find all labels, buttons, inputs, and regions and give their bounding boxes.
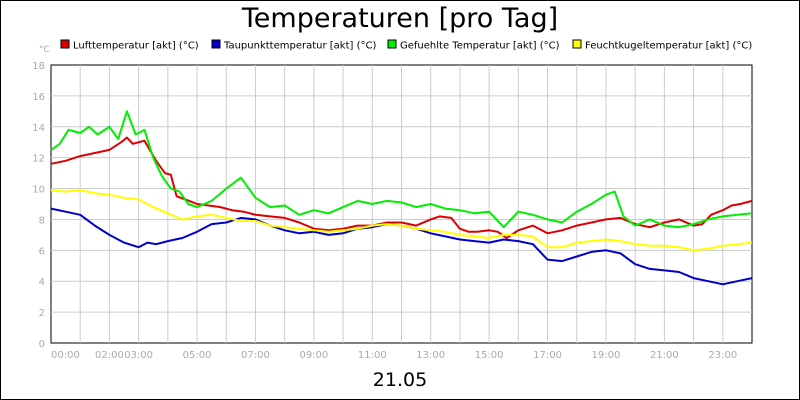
- legend-swatch: [60, 39, 70, 49]
- grid: [50, 64, 753, 344]
- legend-entry: Lufttemperatur [akt] (°C): [73, 41, 199, 52]
- y-tick-label: 10: [32, 185, 45, 196]
- legend-entry: Taupunkttemperatur [akt] (°C): [223, 41, 376, 52]
- x-tick-label: 19:00: [592, 350, 621, 361]
- x-tick-label: 15:00: [475, 350, 504, 361]
- legend-swatch: [387, 39, 397, 49]
- y-tick-label: 4: [39, 277, 45, 288]
- series-line: [50, 189, 753, 252]
- legend-swatch: [572, 39, 582, 49]
- x-tick-label: 05:00: [183, 350, 212, 361]
- x-tick-label: 03:00: [124, 350, 153, 361]
- x-tick-label: 21:00: [650, 350, 679, 361]
- chart-title: Temperaturen [pro Tag]: [241, 3, 559, 34]
- x-axis-label: 21.05: [372, 369, 428, 391]
- x-tick-label: 07:00: [241, 350, 270, 361]
- legend-entry: Gefuehlte Temperatur [akt] (°C): [400, 41, 560, 52]
- y-tick-label: 18: [32, 61, 45, 72]
- x-tick-label: 23:00: [708, 350, 737, 361]
- y-tick-label: 6: [39, 246, 45, 257]
- y-tick-label: 12: [32, 154, 45, 165]
- x-tick-label: 13:00: [416, 350, 445, 361]
- y-tick-label: 8: [39, 215, 45, 226]
- legend-swatch: [211, 39, 221, 49]
- axes: 0 2 4 6 8 10 12 14 16 18 00:00 02:00 03:00 05:00 07:00…: [32, 45, 737, 361]
- series-line: [50, 136, 753, 239]
- x-tick-label: 09:00: [299, 350, 328, 361]
- series-line: [50, 110, 753, 229]
- y-tick-label: 2: [39, 308, 45, 319]
- x-tick-label: 00:00: [51, 350, 80, 361]
- y-tick-label: 16: [32, 92, 45, 103]
- legend-entry: Feuchtkugeltemperatur [akt] (°C): [585, 41, 752, 52]
- y-tick-label: 14: [32, 123, 45, 134]
- x-tick-label: 02:00: [95, 350, 124, 361]
- legend: Lufttemperatur [akt] (°C) Taupunkttempera…: [60, 39, 752, 52]
- series-lines: [50, 110, 753, 286]
- y-tick-label: 0: [39, 339, 45, 350]
- x-tick-label: 17:00: [533, 350, 562, 361]
- x-tick-label: 11:00: [358, 350, 387, 361]
- y-axis-unit: °C: [39, 45, 50, 55]
